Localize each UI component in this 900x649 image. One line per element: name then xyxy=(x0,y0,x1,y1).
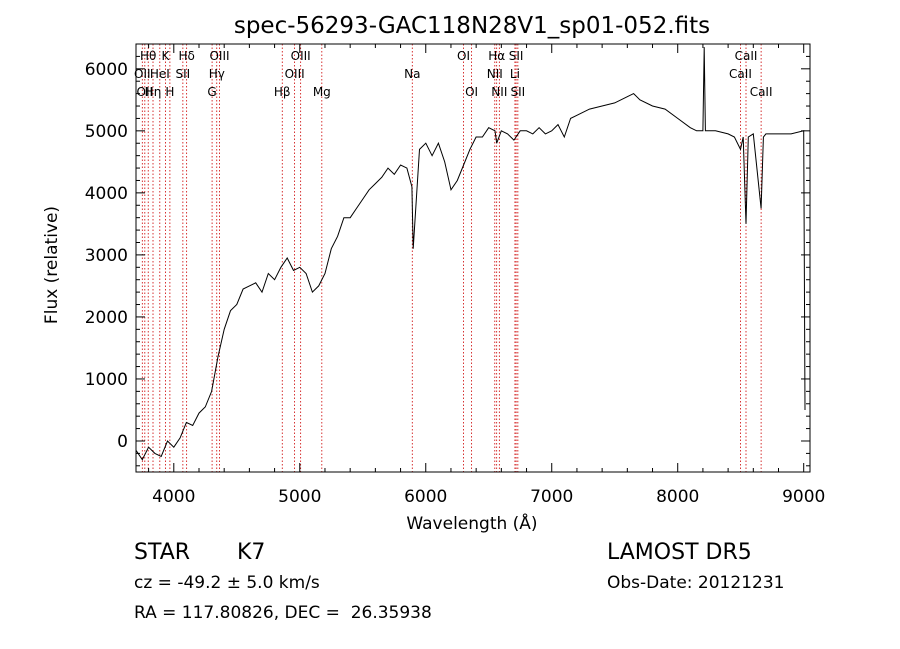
y-axis-label: Flux (relative) xyxy=(42,206,62,324)
line-label: Hθ xyxy=(140,49,156,63)
redshift-cz: cz = -49.2 ± 5.0 km/s xyxy=(134,573,320,593)
y-tick-label: 6000 xyxy=(85,60,128,80)
line-label: HeI xyxy=(150,67,170,81)
line-label: SII xyxy=(509,49,524,63)
line-label: H xyxy=(165,85,174,99)
line-label: SII xyxy=(510,85,525,99)
line-label: CaII xyxy=(729,67,752,81)
line-label: Hδ xyxy=(178,49,194,63)
line-label: OI xyxy=(457,49,470,63)
y-tick-label: 4000 xyxy=(85,184,128,204)
line-label: OIII xyxy=(209,49,229,63)
line-label: OII xyxy=(134,67,151,81)
x-tick-label: 9000 xyxy=(782,487,825,507)
line-label: Li xyxy=(510,67,520,81)
observation-date: Obs-Date: 20121231 xyxy=(607,573,785,593)
line-label: Hη xyxy=(145,85,162,99)
line-label: OII xyxy=(137,85,154,99)
line-label: K xyxy=(162,49,171,63)
x-tick-label: 8000 xyxy=(656,487,699,507)
x-axis: 4000 5000 6000 7000 8000 9000 xyxy=(148,44,825,507)
survey-name: LAMOST DR5 xyxy=(607,540,752,565)
line-label: CaII xyxy=(750,85,773,99)
line-label: Hα xyxy=(488,49,505,63)
coordinates: RA = 117.80826, DEC = 26.35938 xyxy=(134,603,432,623)
y-tick-label: 0 xyxy=(117,432,128,452)
object-class: STAR xyxy=(134,540,191,565)
plot-frame xyxy=(135,43,811,473)
line-label: G xyxy=(207,85,216,99)
y-axis: 0 1000 2000 3000 4000 5000 6000 xyxy=(85,43,810,467)
y-tick-label: 1000 xyxy=(85,370,128,390)
spectral-line-labels: OIIOIIHθHηHeIKHSIIHδGHγOIIIHβOIIIOIIIMgN… xyxy=(134,49,772,99)
x-tick-label: 6000 xyxy=(404,487,447,507)
line-label: NII xyxy=(487,67,503,81)
chart-title: spec-56293-GAC118N28V1_sp01-052.fits xyxy=(234,13,710,39)
spectrum-series-line xyxy=(135,47,806,461)
spectral-line-markers xyxy=(141,44,762,472)
line-label: SII xyxy=(176,67,191,81)
line-label: Mg xyxy=(313,85,331,99)
line-label: Na xyxy=(404,67,420,81)
x-tick-label: 4000 xyxy=(152,487,195,507)
line-label: OIII xyxy=(291,49,311,63)
line-label: NII xyxy=(491,85,507,99)
y-tick-label: 2000 xyxy=(85,308,128,328)
y-tick-label: 5000 xyxy=(85,122,128,142)
line-label: OIII xyxy=(285,67,305,81)
object-subclass: K7 xyxy=(237,540,266,565)
line-label: OI xyxy=(465,85,478,99)
x-tick-label: 7000 xyxy=(530,487,573,507)
y-tick-label: 3000 xyxy=(85,246,128,266)
x-axis-label: Wavelength (Å) xyxy=(406,512,537,534)
x-tick-label: 5000 xyxy=(278,487,321,507)
line-label: Hβ xyxy=(274,85,291,99)
line-label: CaII xyxy=(735,49,758,63)
line-label: Hγ xyxy=(209,67,225,81)
